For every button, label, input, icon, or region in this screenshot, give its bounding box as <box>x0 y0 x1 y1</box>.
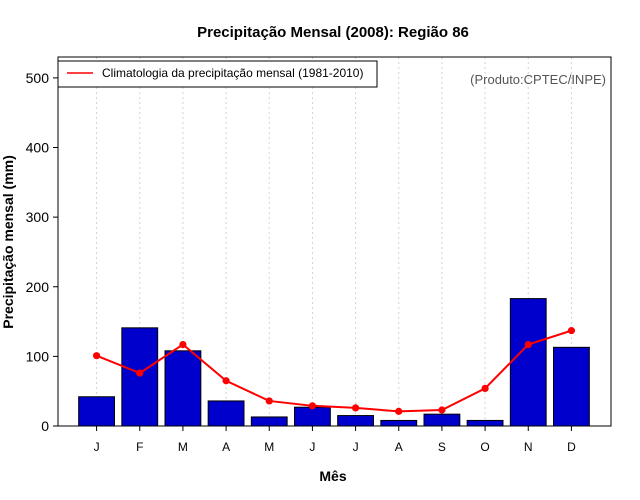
grid-lines <box>96 57 572 426</box>
climatology-point-3 <box>179 340 187 349</box>
legend: Climatologia da precipitação mensal (198… <box>57 60 378 88</box>
x-axis-title: Mês <box>319 468 346 484</box>
y-axis: 0 100 200 300 400 500 <box>26 70 58 434</box>
bar-9 <box>423 413 461 427</box>
climatology-point-10 <box>481 384 489 393</box>
x-tick-label: F <box>136 440 143 454</box>
bar-1 <box>78 396 115 427</box>
bar-7 <box>337 415 374 427</box>
x-tick-label: M <box>178 440 188 454</box>
bar-11 <box>509 298 547 427</box>
climatology-point-4 <box>222 377 230 385</box>
x-tick-label: N <box>524 440 533 454</box>
climatology-point-2 <box>136 369 144 377</box>
climatology-point-11 <box>524 340 532 349</box>
climatology-point-12 <box>567 327 576 335</box>
bar-10 <box>466 419 504 427</box>
source-note: (Produto:CPTEC/INPE) <box>470 72 606 87</box>
bar-8 <box>380 419 418 427</box>
legend-box <box>57 60 378 88</box>
x-tick-label: D <box>567 440 576 454</box>
plot-frame <box>57 56 612 427</box>
bar-5 <box>250 416 288 427</box>
x-tick-label: J <box>309 440 315 454</box>
climatology-point-8 <box>395 407 403 415</box>
x-tick-label: A <box>395 440 403 454</box>
x-tick-label: A <box>222 440 230 454</box>
chart-title: Precipitação Mensal (2008): Região 86 <box>197 24 469 41</box>
y-tick-label: 300 <box>26 209 50 225</box>
climatology-point-9 <box>438 406 446 414</box>
climatology-point-5 <box>265 397 273 405</box>
x-tick-label: S <box>438 440 446 454</box>
climatology-point-7 <box>351 404 360 412</box>
x-tick-label: M <box>264 440 274 454</box>
climatology-line-group <box>92 327 576 415</box>
climatology-point-1 <box>92 352 101 360</box>
y-tick-label: 200 <box>26 279 50 295</box>
y-tick-label: 400 <box>26 140 50 156</box>
bar-6 <box>294 406 331 427</box>
bar-3 <box>164 350 202 427</box>
bar-2 <box>121 327 159 427</box>
climatology-point-6 <box>308 402 317 410</box>
bar-12 <box>553 346 590 427</box>
y-tick-label: 0 <box>41 418 49 434</box>
y-axis-title: Precipitação mensal (mm) <box>0 155 16 329</box>
x-tick-label: J <box>94 440 100 454</box>
y-tick-label: 500 <box>26 70 50 86</box>
x-tick-label: O <box>480 440 489 454</box>
y-tick-label: 100 <box>26 348 50 364</box>
x-tick-label: J <box>353 440 359 454</box>
climatology-line <box>96 329 572 413</box>
legend-label-climatology: Climatologia da precipitação mensal (198… <box>102 66 363 80</box>
bar-4 <box>207 400 245 427</box>
